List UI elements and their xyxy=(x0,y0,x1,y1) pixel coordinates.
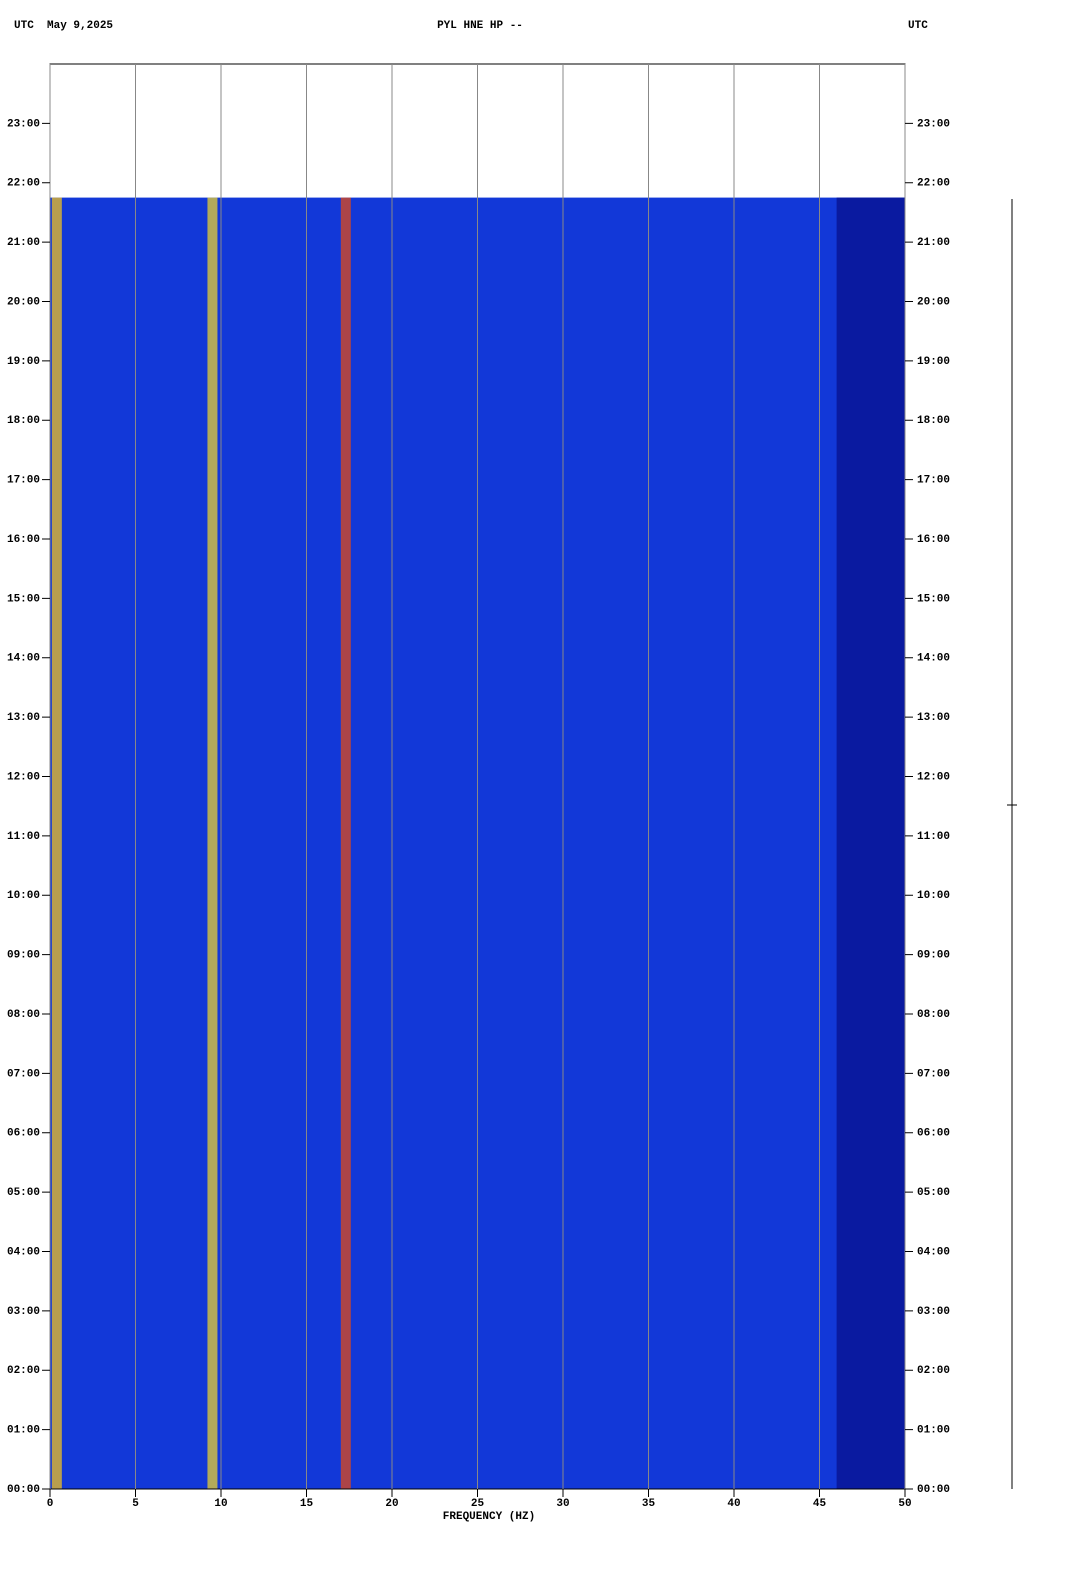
y-tick-label-right: 08:00 xyxy=(917,1009,950,1021)
y-tick-label-left: 22:00 xyxy=(7,178,40,190)
y-tick-label-left: 13:00 xyxy=(7,712,40,724)
y-tick-label-left: 00:00 xyxy=(7,1484,40,1496)
y-tick-label-right: 11:00 xyxy=(917,831,950,843)
x-tick-label: 0 xyxy=(47,1498,54,1510)
y-tick-label-right: 23:00 xyxy=(917,118,950,130)
y-tick-label-right: 02:00 xyxy=(917,1365,950,1377)
y-tick-label-left: 03:00 xyxy=(7,1306,40,1318)
y-tick-label-right: 10:00 xyxy=(917,890,950,902)
y-tick-label-left: 02:00 xyxy=(7,1365,40,1377)
y-tick-label-right: 00:00 xyxy=(917,1484,950,1496)
y-tick-label-left: 19:00 xyxy=(7,356,40,368)
x-tick-label: 25 xyxy=(471,1498,485,1510)
y-tick-label-left: 01:00 xyxy=(7,1425,40,1437)
x-tick-label: 40 xyxy=(727,1498,740,1510)
y-tick-label-left: 15:00 xyxy=(7,593,40,605)
y-tick-label-right: 14:00 xyxy=(917,653,950,665)
quiet-band xyxy=(836,197,905,1489)
y-tick-label-left: 06:00 xyxy=(7,1128,40,1140)
y-tick-label-left: 14:00 xyxy=(7,653,40,665)
y-tick-label-right: 06:00 xyxy=(917,1128,950,1140)
y-tick-label-left: 08:00 xyxy=(7,1009,40,1021)
y-tick-label-left: 04:00 xyxy=(7,1246,40,1258)
spectral-line xyxy=(340,197,351,1489)
spectral-line xyxy=(207,197,218,1489)
y-tick-label-right: 20:00 xyxy=(917,296,950,308)
y-tick-label-right: 04:00 xyxy=(917,1246,950,1258)
y-tick-label-right: 05:00 xyxy=(917,1187,950,1199)
x-tick-label: 45 xyxy=(813,1498,827,1510)
y-tick-label-right: 21:00 xyxy=(917,237,950,249)
y-tick-label-left: 12:00 xyxy=(7,771,40,783)
y-tick-label-left: 18:00 xyxy=(7,415,40,427)
chart-title: PYL HNE HP -- xyxy=(437,20,523,32)
y-tick-label-right: 18:00 xyxy=(917,415,950,427)
y-tick-label-right: 16:00 xyxy=(917,534,950,546)
y-tick-label-right: 07:00 xyxy=(917,1068,950,1080)
y-tick-label-right: 03:00 xyxy=(917,1306,950,1318)
y-tick-label-right: 17:00 xyxy=(917,475,950,487)
y-tick-label-right: 15:00 xyxy=(917,593,950,605)
spectral-line xyxy=(51,197,62,1489)
y-tick-label-left: 16:00 xyxy=(7,534,40,546)
x-tick-label: 15 xyxy=(300,1498,314,1510)
date-label: UTC May 9,2025 xyxy=(14,20,113,32)
x-tick-label: 20 xyxy=(385,1498,398,1510)
x-axis-label: FREQUENCY (HZ) xyxy=(443,1511,535,1523)
y-tick-label-right: 13:00 xyxy=(917,712,950,724)
y-tick-label-right: 22:00 xyxy=(917,178,950,190)
y-tick-label-left: 23:00 xyxy=(7,118,40,130)
y-tick-label-right: 01:00 xyxy=(917,1425,950,1437)
y-tick-label-right: 12:00 xyxy=(917,771,950,783)
right-label: UTC xyxy=(908,20,928,32)
y-tick-label-left: 09:00 xyxy=(7,950,40,962)
y-tick-label-left: 05:00 xyxy=(7,1187,40,1199)
y-tick-label-left: 21:00 xyxy=(7,237,40,249)
y-tick-label-right: 09:00 xyxy=(917,950,950,962)
x-tick-label: 50 xyxy=(898,1498,911,1510)
y-tick-label-left: 10:00 xyxy=(7,890,40,902)
y-tick-label-left: 07:00 xyxy=(7,1068,40,1080)
x-tick-label: 5 xyxy=(132,1498,139,1510)
y-tick-label-left: 11:00 xyxy=(7,831,40,843)
x-tick-label: 10 xyxy=(214,1498,227,1510)
y-tick-label-right: 19:00 xyxy=(917,356,950,368)
y-tick-label-left: 17:00 xyxy=(7,475,40,487)
y-tick-label-left: 20:00 xyxy=(7,296,40,308)
x-tick-label: 30 xyxy=(556,1498,569,1510)
x-tick-label: 35 xyxy=(642,1498,656,1510)
